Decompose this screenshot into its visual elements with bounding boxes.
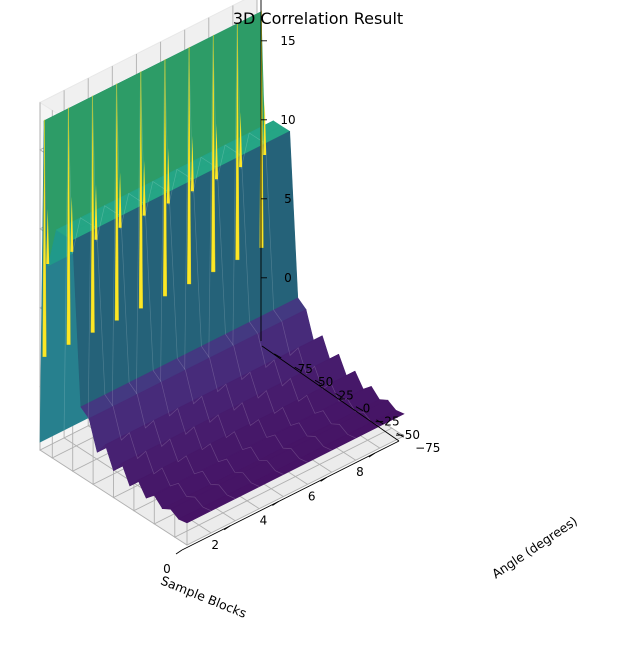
x-tick-label: 0 bbox=[163, 562, 171, 576]
surface-spike bbox=[235, 22, 240, 260]
surface-spike bbox=[66, 107, 71, 345]
x-tick-label: 8 bbox=[356, 465, 364, 479]
surface-spike-small bbox=[239, 111, 243, 168]
surface-spike bbox=[90, 95, 95, 333]
z-tick-label: 5 bbox=[284, 192, 292, 206]
x-axis-label: Sample Blocks bbox=[159, 573, 249, 621]
y-tick-label: 50 bbox=[318, 375, 333, 389]
surface-spike-small bbox=[190, 136, 194, 192]
surface-spike bbox=[42, 119, 47, 357]
surface-block-line bbox=[160, 60, 308, 463]
axes bbox=[175, 0, 404, 555]
surface-strip bbox=[178, 409, 405, 524]
surface-spike bbox=[162, 59, 168, 297]
z-tick-label: 0 bbox=[284, 271, 292, 285]
x-tick-mark bbox=[320, 476, 327, 482]
y-tick-mark bbox=[335, 393, 343, 398]
surface-block-line bbox=[136, 72, 284, 475]
y-tick-label: −75 bbox=[415, 441, 440, 455]
y-tick-mark bbox=[274, 353, 282, 359]
surface-spike bbox=[211, 34, 216, 273]
x-tick-mark bbox=[175, 549, 183, 555]
y-tick-label: −25 bbox=[374, 415, 399, 429]
z-tick-label: 10 bbox=[280, 113, 295, 127]
surface-spike bbox=[138, 71, 143, 309]
x-tick-label: 6 bbox=[308, 489, 316, 503]
x-tick-mark bbox=[272, 501, 279, 506]
x-tick-mark bbox=[223, 525, 231, 531]
y-tick-mark bbox=[396, 432, 404, 438]
surface-spike-small bbox=[46, 208, 50, 264]
surface-spike-small bbox=[118, 172, 122, 228]
y-axis-line bbox=[261, 345, 400, 442]
x-tick-label: 4 bbox=[260, 514, 268, 528]
y-tick-label: 25 bbox=[338, 388, 353, 402]
surface-block-line bbox=[111, 84, 260, 487]
x-axis-line bbox=[181, 440, 400, 551]
y-axis-label: Angle (degrees) bbox=[489, 513, 580, 581]
y-tick-label: 0 bbox=[363, 402, 371, 416]
y-tick-mark bbox=[294, 366, 302, 372]
surface-spike-small bbox=[94, 184, 98, 240]
surface-spike bbox=[187, 46, 192, 285]
chart-title: 3D Correlation Result bbox=[233, 9, 403, 28]
y-tick-label: 75 bbox=[298, 362, 313, 376]
surface-spike-small bbox=[215, 123, 218, 180]
surface-spike-small bbox=[166, 148, 170, 204]
x-tick-label: 2 bbox=[211, 538, 219, 552]
correlation-surface bbox=[39, 10, 405, 524]
surface-spike-small bbox=[142, 160, 146, 216]
surface-block-line bbox=[208, 36, 356, 439]
surface-spike bbox=[114, 83, 119, 321]
surface-block-line bbox=[63, 108, 212, 512]
y-tick-mark bbox=[314, 379, 323, 385]
y-tick-mark bbox=[355, 406, 364, 412]
z-tick-label: 15 bbox=[280, 34, 295, 48]
surface-spike-small bbox=[70, 196, 74, 252]
surface-block-line bbox=[87, 96, 236, 500]
y-tick-label: −50 bbox=[395, 428, 420, 442]
x-tick-mark bbox=[368, 452, 376, 458]
surface-block-line bbox=[184, 48, 332, 451]
surface-spike-small bbox=[263, 99, 267, 155]
y-tick-mark bbox=[376, 419, 384, 425]
